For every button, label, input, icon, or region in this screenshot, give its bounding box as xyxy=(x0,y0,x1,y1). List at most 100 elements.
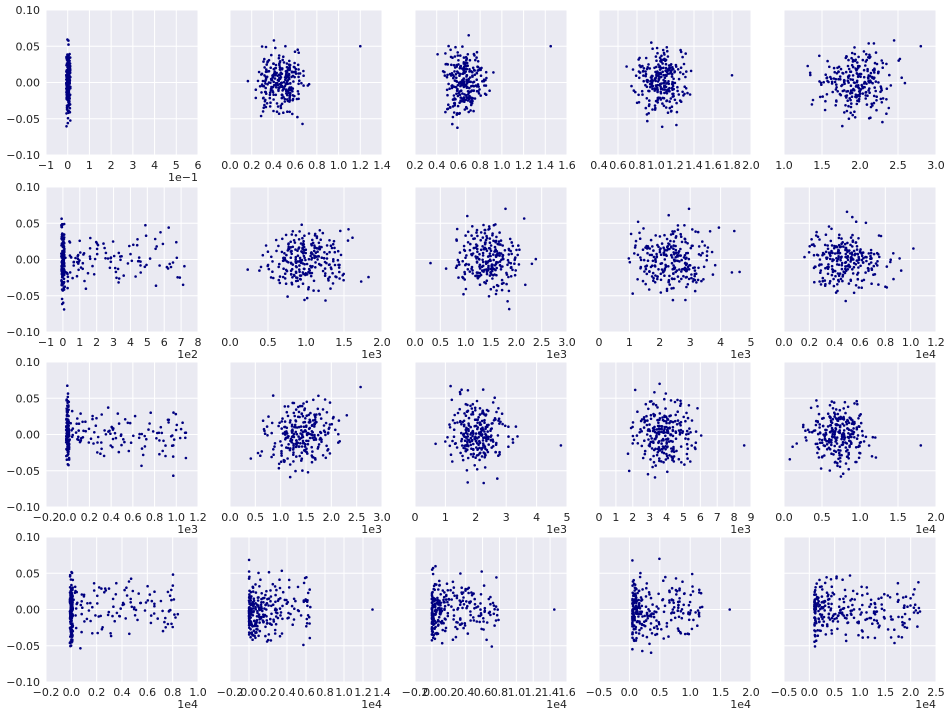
data-point xyxy=(66,401,69,405)
data-point xyxy=(659,247,662,250)
data-point xyxy=(471,99,474,103)
data-point xyxy=(680,240,684,244)
x-tick-label: 1.6 xyxy=(704,159,722,172)
data-point xyxy=(66,453,69,457)
data-point xyxy=(849,98,852,102)
data-point xyxy=(663,91,666,95)
data-point xyxy=(803,255,806,259)
data-point xyxy=(68,100,71,104)
data-point xyxy=(830,435,834,438)
data-point xyxy=(676,275,680,278)
data-point xyxy=(818,54,821,58)
x-tick-label: 5 xyxy=(144,336,151,349)
data-point xyxy=(284,430,287,434)
data-point xyxy=(851,245,854,248)
data-point xyxy=(483,84,486,87)
data-point xyxy=(664,66,668,70)
data-point xyxy=(875,62,879,66)
data-point xyxy=(289,256,293,260)
data-point xyxy=(656,88,659,91)
data-point xyxy=(685,251,688,255)
data-point xyxy=(658,68,662,71)
data-point xyxy=(666,245,669,249)
x-tick-label: 0.0 xyxy=(406,336,424,349)
data-point xyxy=(654,79,657,83)
data-point xyxy=(265,63,269,66)
x-axis-multiplier: 1e4 xyxy=(177,698,198,711)
data-point xyxy=(274,593,277,597)
data-point xyxy=(849,236,853,239)
data-point xyxy=(308,636,312,640)
data-point xyxy=(456,87,459,91)
data-point xyxy=(672,240,676,243)
data-point xyxy=(651,108,654,111)
data-point xyxy=(263,429,266,433)
data-point xyxy=(490,269,494,273)
data-point xyxy=(66,275,70,279)
data-point xyxy=(659,427,663,431)
data-point xyxy=(300,451,304,455)
data-point xyxy=(297,238,301,241)
data-point xyxy=(654,70,657,74)
data-point xyxy=(669,97,673,100)
data-point xyxy=(484,70,488,74)
data-point xyxy=(458,101,461,104)
data-point xyxy=(682,62,686,66)
data-point xyxy=(313,418,317,422)
data-point xyxy=(685,285,688,289)
data-point xyxy=(656,243,659,247)
data-point xyxy=(120,443,123,447)
data-point xyxy=(885,87,889,90)
data-point xyxy=(65,112,68,115)
data-point xyxy=(856,271,860,275)
data-point xyxy=(813,429,817,432)
data-point xyxy=(657,427,661,430)
data-point xyxy=(852,261,856,265)
data-point xyxy=(273,74,277,77)
data-point xyxy=(488,227,491,230)
data-point xyxy=(478,458,481,462)
data-point xyxy=(128,244,131,248)
data-point xyxy=(292,446,295,450)
data-point xyxy=(258,85,262,88)
data-point xyxy=(454,266,458,270)
data-point xyxy=(788,458,792,461)
data-point xyxy=(68,438,71,441)
data-point xyxy=(636,253,640,257)
data-point xyxy=(267,267,271,271)
data-point xyxy=(671,298,675,302)
data-point xyxy=(524,283,527,287)
data-point xyxy=(854,446,858,449)
data-point xyxy=(686,416,690,420)
data-point xyxy=(498,450,501,454)
data-point xyxy=(462,77,466,81)
data-point xyxy=(671,88,674,91)
data-point xyxy=(483,228,487,232)
data-point xyxy=(168,262,171,266)
data-point xyxy=(675,269,679,272)
data-point xyxy=(844,104,847,107)
data-point xyxy=(275,249,278,253)
data-point xyxy=(271,603,275,606)
data-point xyxy=(861,261,865,264)
data-point xyxy=(334,275,337,278)
data-point xyxy=(458,390,462,394)
data-point xyxy=(674,437,678,441)
data-point xyxy=(164,454,167,458)
data-point xyxy=(688,264,691,267)
data-point xyxy=(851,74,855,77)
x-tick-label: 1.0 xyxy=(189,686,207,699)
data-point xyxy=(676,259,679,263)
data-point xyxy=(331,417,335,420)
data-point xyxy=(656,96,660,100)
data-point xyxy=(834,88,838,91)
data-point xyxy=(859,440,863,444)
data-point xyxy=(294,265,298,268)
data-point xyxy=(885,112,888,115)
data-point xyxy=(359,280,363,283)
data-point xyxy=(652,454,655,458)
data-point xyxy=(461,97,464,100)
x-tick-label: 0.0 xyxy=(240,686,258,699)
data-point xyxy=(283,97,287,101)
data-point xyxy=(840,437,843,441)
